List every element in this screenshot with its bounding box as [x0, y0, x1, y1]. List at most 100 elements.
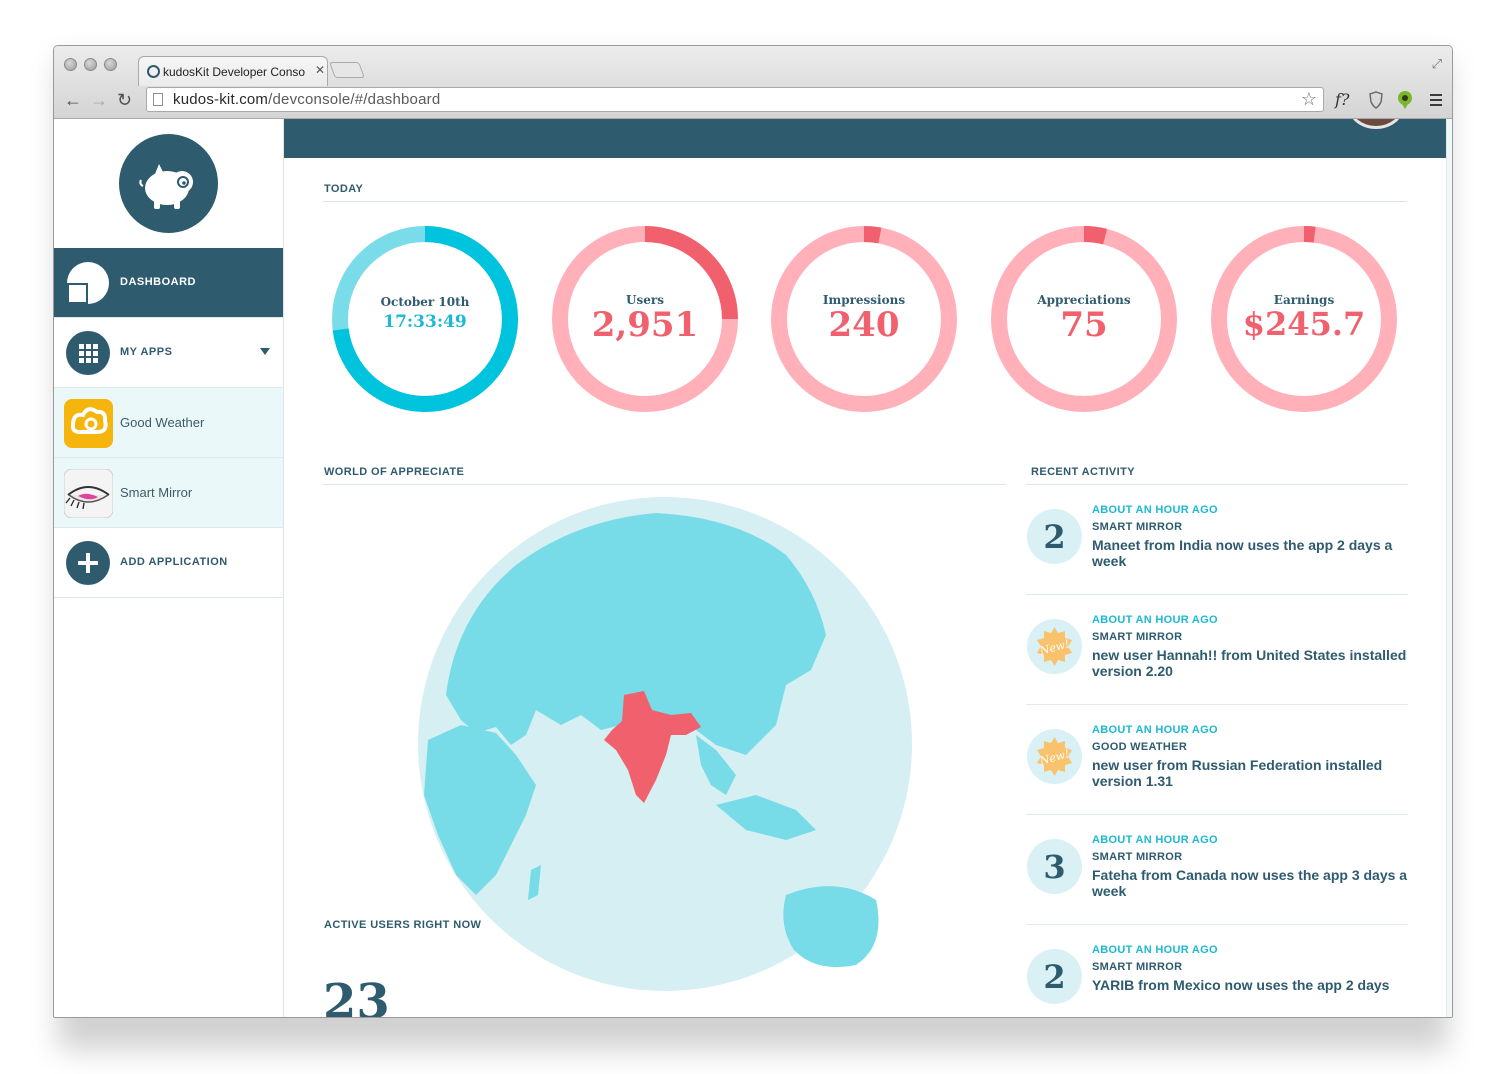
clock-ring: October 10th 17:33:49	[331, 225, 519, 413]
browser-menu-icon[interactable]	[1430, 94, 1442, 106]
dashboard-icon	[67, 262, 109, 304]
indonesia-landmass	[716, 795, 816, 840]
divider	[323, 201, 1407, 202]
stat-label: Impressions	[822, 293, 906, 307]
activity-count-badge: 2	[1027, 509, 1082, 564]
ring-progress	[552, 226, 738, 412]
kudoskit-logo[interactable]	[119, 134, 218, 233]
activity-app: SMART MIRROR	[1092, 851, 1183, 863]
eurasia-landmass	[446, 513, 826, 755]
extension-evernote-icon[interactable]	[1396, 90, 1414, 110]
page-icon	[153, 93, 163, 106]
activity-time: ABOUT AN HOUR AGO	[1092, 724, 1218, 736]
sidebar-item-good-weather[interactable]: Good Weather	[54, 388, 283, 458]
today-label: TODAY	[324, 183, 364, 195]
reload-icon[interactable]: ↻	[117, 90, 133, 110]
sidebar-item-label: Smart Mirror	[120, 485, 193, 500]
header-banner	[284, 119, 1446, 158]
browser-window: kudosKit Developer Conso ✕ ⤢ ← → ↻ kudos…	[53, 45, 1453, 1018]
piggy-bank-icon	[139, 164, 193, 209]
se-asia-landmass	[696, 735, 736, 795]
australia-landmass	[783, 886, 879, 968]
stat-value: 240	[828, 305, 900, 345]
madagascar-landmass	[528, 865, 541, 900]
world-label: WORLD OF APPRECIATE	[324, 466, 465, 478]
activity-app: SMART MIRROR	[1092, 961, 1183, 973]
back-icon[interactable]: ←	[64, 90, 82, 110]
activity-item[interactable]: 2 ABOUT AN HOUR AGO SMART MIRROR Maneet …	[1026, 485, 1408, 595]
forward-icon[interactable]: →	[90, 90, 108, 110]
stat-label: Users	[626, 293, 664, 307]
new-tab-button[interactable]	[329, 62, 365, 78]
ring-progress	[332, 226, 518, 412]
sidebar-item-label: MY APPS	[120, 346, 173, 358]
chevron-down-icon[interactable]	[260, 348, 270, 355]
stat-ring-users: Users 2,951	[551, 225, 739, 413]
activity-item[interactable]: New! ABOUT AN HOUR AGO GOOD WEATHER new …	[1026, 705, 1408, 815]
address-bar[interactable]: kudos-kit.com/devconsole/#/dashboard ☆	[146, 87, 1324, 112]
activity-time: ABOUT AN HOUR AGO	[1092, 614, 1218, 626]
sidebar: DASHBOARD MY APPS Good We	[54, 119, 284, 1017]
stat-value: 2,951	[591, 305, 699, 345]
url-text[interactable]: kudos-kit.com/devconsole/#/dashboard	[173, 91, 441, 108]
good-weather-app-icon	[64, 399, 113, 448]
ring-progress	[771, 226, 957, 412]
sidebar-item-smart-mirror[interactable]: Smart Mirror	[54, 458, 283, 528]
page-scrollbar[interactable]	[1446, 119, 1452, 1017]
close-window-button[interactable]	[64, 58, 77, 71]
activity-item[interactable]: New! ABOUT AN HOUR AGO SMART MIRROR new …	[1026, 595, 1408, 705]
africa-landmass	[424, 725, 536, 895]
activity-app: SMART MIRROR	[1092, 631, 1183, 643]
sidebar-item-label: DASHBOARD	[120, 276, 196, 288]
activity-time: ABOUT AN HOUR AGO	[1092, 504, 1218, 516]
sidebar-item-label: ADD APPLICATION	[120, 556, 228, 568]
stat-label: Appreciations	[1037, 293, 1131, 307]
sidebar-item-my-apps[interactable]: MY APPS	[54, 318, 283, 388]
clock-date: October 10th	[380, 295, 470, 309]
activity-app: SMART MIRROR	[1092, 521, 1183, 533]
stat-label: Earnings	[1273, 293, 1335, 307]
browser-toolbar: kudosKit Developer Conso ✕ ⤢ ← → ↻ kudos…	[54, 46, 1452, 119]
favicon-icon	[147, 65, 160, 78]
clock-time: 17:33:49	[383, 312, 467, 332]
ring-progress	[991, 226, 1177, 412]
fullscreen-icon[interactable]: ⤢	[1431, 56, 1442, 71]
sidebar-item-dashboard[interactable]: DASHBOARD	[54, 248, 283, 318]
activity-time: ABOUT AN HOUR AGO	[1092, 944, 1218, 956]
active-users-count: 23	[323, 974, 390, 1018]
new-badge-icon: New!	[1027, 619, 1082, 674]
activity-text: Fateha from Canada now uses the app 3 da…	[1092, 867, 1408, 899]
browser-tab[interactable]: kudosKit Developer Conso ✕	[138, 56, 328, 86]
extension-fonts-icon[interactable]: f?	[1335, 90, 1350, 109]
stat-value: 75	[1060, 305, 1108, 345]
activity-count-badge: 2	[1027, 949, 1082, 1004]
stat-ring-appreciations: Appreciations 75	[990, 225, 1178, 413]
plus-icon	[66, 541, 110, 585]
sidebar-item-label: Good Weather	[120, 415, 205, 430]
activity-text: YARIB from Mexico now uses the app 2 day…	[1092, 977, 1390, 993]
zoom-window-button[interactable]	[104, 58, 117, 71]
extension-shield-icon[interactable]	[1368, 91, 1384, 109]
new-badge-icon: New!	[1027, 729, 1082, 784]
activity-count-badge: 3	[1027, 839, 1082, 894]
tab-close-icon[interactable]: ✕	[315, 63, 326, 77]
dashboard-main: TODAY October 10th 17:33:49 Users 2,951	[284, 119, 1446, 1018]
activity-text: new user Hannah!! from United States ins…	[1092, 647, 1407, 679]
sidebar-item-add-application[interactable]: ADD APPLICATION	[54, 528, 283, 598]
activity-text: new user from Russian Federation install…	[1092, 757, 1383, 789]
activity-item[interactable]: 3 ABOUT AN HOUR AGO SMART MIRROR Fateha …	[1026, 815, 1408, 925]
ring-progress	[1211, 226, 1397, 412]
stat-ring-impressions: Impressions 240	[770, 225, 958, 413]
world-globe[interactable]	[416, 495, 914, 993]
india-highlight[interactable]	[604, 691, 701, 803]
smart-mirror-app-icon	[64, 469, 113, 518]
minimize-window-button[interactable]	[84, 58, 97, 71]
bookmark-star-icon[interactable]: ☆	[1300, 89, 1317, 109]
active-users-label: ACTIVE USERS RIGHT NOW	[324, 919, 482, 931]
avatar[interactable]	[1348, 119, 1404, 129]
grid-icon	[66, 331, 110, 375]
activity-time: ABOUT AN HOUR AGO	[1092, 834, 1218, 846]
activity-item[interactable]: 2 ABOUT AN HOUR AGO SMART MIRROR YARIB f…	[1026, 925, 1408, 1017]
recent-activity-label: RECENT ACTIVITY	[1031, 466, 1135, 478]
divider	[323, 484, 1006, 485]
